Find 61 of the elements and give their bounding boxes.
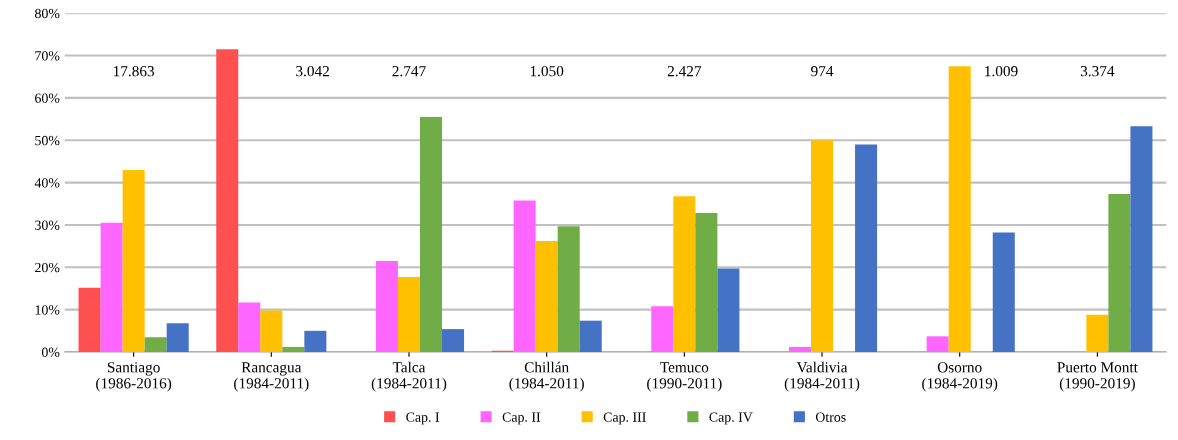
y-tick-label: 70% — [35, 51, 60, 61]
x-tick-label: Santiago (1986-2016) — [96, 362, 172, 392]
bar — [535, 241, 558, 352]
legend-label: Cap. I — [406, 412, 440, 425]
bar — [992, 232, 1015, 352]
y-tick-label: 0% — [41, 347, 60, 357]
x-tick-label: Temuco (1990-2011) — [647, 362, 722, 392]
x-tick-label: Puerto Montt (1990-2019) — [1057, 362, 1138, 392]
annotation: 2.747 — [392, 66, 426, 77]
bar — [557, 226, 580, 352]
bar — [238, 302, 261, 352]
annotation: 1.050 — [530, 66, 564, 77]
x-tick-label: Osorno (1984-2019) — [922, 362, 998, 392]
bar — [166, 323, 189, 352]
bar — [260, 310, 283, 352]
bar — [695, 213, 718, 352]
annotation: 974 — [811, 66, 834, 77]
annotation: 3.042 — [296, 66, 329, 77]
bar — [1130, 126, 1153, 352]
bar — [375, 260, 398, 352]
bar — [442, 329, 465, 352]
annotation: 1.009 — [985, 66, 1018, 77]
legend-label: Otros — [815, 412, 846, 422]
bar — [948, 66, 971, 352]
y-tick-label: 30% — [35, 220, 60, 230]
x-tick-label: Talca (1984-2011) — [371, 361, 447, 392]
bar — [1086, 314, 1109, 352]
bar — [855, 144, 878, 352]
bar — [717, 268, 740, 352]
y-tick-label: 80% — [35, 8, 60, 19]
bar — [397, 277, 420, 352]
bar — [811, 140, 834, 352]
annotation: 2.427 — [667, 66, 702, 77]
x-tick-label: Chillán (1984-2011) — [509, 361, 584, 392]
bar — [513, 200, 536, 352]
bar — [1108, 194, 1131, 352]
y-tick-label: 60% — [35, 93, 60, 103]
y-tick-label: 20% — [35, 262, 60, 273]
y-tick-label: 10% — [35, 305, 60, 315]
legend-label: Cap. III — [603, 412, 646, 425]
bar — [420, 116, 443, 352]
bar — [651, 306, 674, 352]
y-tick-label: 50% — [35, 135, 60, 146]
legend-label: Cap. II — [502, 412, 541, 425]
annotation: 3.374 — [1080, 66, 1115, 77]
bar — [122, 169, 145, 352]
y-tick-label: 40% — [34, 178, 60, 188]
annotation: 17.863 — [113, 66, 155, 77]
bar — [788, 346, 812, 352]
bar — [579, 320, 602, 352]
bar — [304, 330, 327, 352]
bar — [926, 336, 949, 352]
bar — [78, 287, 101, 352]
bar — [673, 196, 696, 352]
bar — [216, 49, 239, 352]
x-tick-label: Valdivia (1984-2011) — [784, 361, 860, 392]
bar — [144, 337, 167, 352]
bar — [282, 346, 305, 352]
bar — [100, 222, 123, 352]
legend-label: Cap. IV — [709, 412, 753, 425]
x-tick-label: Rancagua (1984-2011) — [234, 362, 309, 392]
